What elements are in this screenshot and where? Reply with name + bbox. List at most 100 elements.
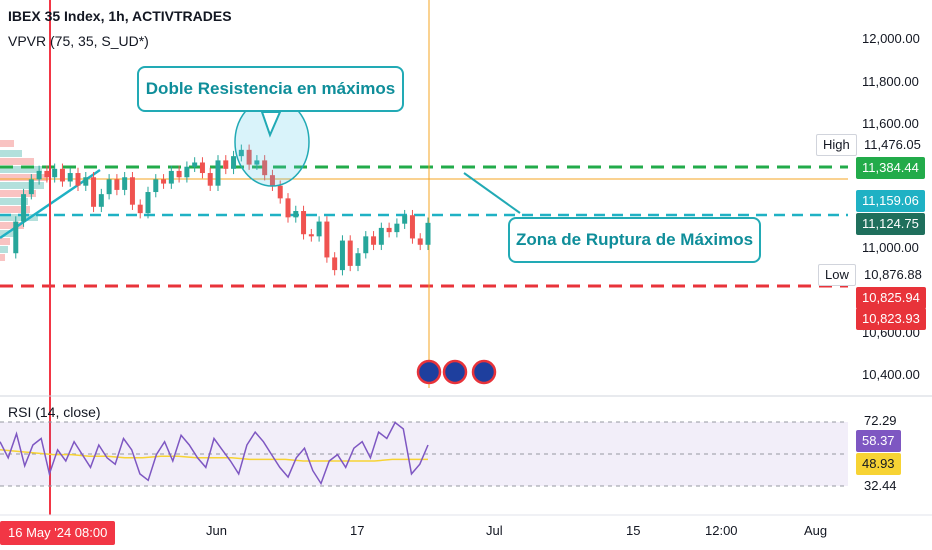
green-level-label: 11,384.44 (856, 157, 925, 179)
volume-profile-bar (0, 140, 14, 147)
current-price-label: 11,124.75 (856, 213, 925, 235)
rsi-value-label: 58.37 (856, 430, 901, 452)
time-label: 12:00 (705, 523, 738, 538)
candle-body[interactable] (184, 166, 190, 178)
candle-body[interactable] (106, 179, 112, 195)
double-resistance-pointer (260, 111, 282, 138)
candle-body[interactable] (153, 179, 159, 193)
blue-level-upper-label: 11,159.06 (856, 190, 925, 212)
candle-body[interactable] (207, 173, 213, 186)
candle-body[interactable] (293, 211, 299, 218)
candle-body[interactable] (262, 160, 268, 176)
candle-body[interactable] (114, 179, 120, 190)
volume-profile (0, 140, 48, 261)
candle-body[interactable] (98, 194, 104, 207)
volume-profile-bar (0, 254, 5, 261)
candle-body[interactable] (215, 160, 221, 186)
candle-body[interactable] (386, 227, 392, 233)
candle-body[interactable] (409, 215, 415, 239)
candle-body[interactable] (254, 160, 260, 165)
candle-body[interactable] (145, 192, 151, 214)
volume-profile-bar (0, 222, 24, 229)
price-tick: 11,000.00 (862, 240, 919, 255)
candle-body[interactable] (332, 257, 338, 271)
double-resistance-callout[interactable]: Doble Resistencia en máximos (137, 66, 404, 112)
candle-body[interactable] (75, 173, 81, 186)
candle-body[interactable] (83, 177, 89, 186)
volume-profile-bar (0, 166, 42, 173)
candle-body[interactable] (199, 162, 205, 174)
candle-body[interactable] (91, 177, 97, 207)
candle-body[interactable] (238, 149, 244, 157)
rsi-upper-tick: 72.29 (864, 413, 897, 428)
price-tick: 11,800.00 (862, 74, 919, 89)
candle-body[interactable] (59, 168, 65, 182)
candle-body[interactable] (402, 215, 408, 224)
eu-flag-icon[interactable] (442, 359, 468, 385)
candle-body[interactable] (36, 170, 42, 180)
time-cursor-label: 16 May '24 08:00 (0, 521, 116, 545)
candle-body[interactable] (67, 173, 73, 182)
candle-body[interactable] (355, 253, 361, 266)
red-level-label-2: 10,823.93 (856, 308, 926, 330)
eu-flag-icon[interactable] (416, 359, 442, 385)
eu-flag-icon[interactable] (471, 359, 497, 385)
candle-body[interactable] (301, 211, 307, 235)
candle-body[interactable] (246, 149, 252, 165)
candle-body[interactable] (316, 221, 322, 237)
candle-body[interactable] (347, 240, 353, 266)
candle-body[interactable] (425, 222, 431, 245)
candlestick-series[interactable] (13, 144, 431, 276)
volume-profile-bar (0, 190, 36, 197)
candle-body[interactable] (223, 160, 229, 169)
volume-profile-bar (0, 206, 30, 213)
economic-events[interactable] (416, 359, 497, 385)
candle-body[interactable] (161, 179, 167, 184)
time-label: Aug (804, 523, 828, 538)
rsi-line[interactable] (0, 421, 429, 486)
candle-body[interactable] (417, 238, 423, 245)
candle-body[interactable] (308, 234, 314, 237)
rsi-lower-tick: 32.44 (864, 478, 897, 493)
rsi-ma-line (0, 449, 428, 462)
breakout-zone-callout[interactable]: Zona de Ruptura de Máximos (508, 217, 761, 263)
volume-profile-bar (0, 150, 22, 157)
candle-body[interactable] (21, 194, 27, 222)
candle-body[interactable] (13, 221, 19, 254)
candle-body[interactable] (122, 177, 128, 190)
indicator-title[interactable]: VPVR (75, 35, S_UD*) (8, 33, 149, 49)
candle-body[interactable] (168, 170, 174, 184)
candle-body[interactable] (371, 236, 377, 245)
volume-profile-bar (0, 182, 44, 189)
candle-body[interactable] (176, 170, 182, 178)
candle-body[interactable] (394, 223, 400, 233)
candle-body[interactable] (231, 156, 237, 169)
time-label: 15 (626, 523, 641, 538)
candle-body[interactable] (269, 175, 275, 186)
candle-body[interactable] (378, 227, 384, 245)
candle-body[interactable] (28, 179, 34, 195)
candle-body[interactable] (363, 236, 369, 254)
candle-body[interactable] (137, 204, 143, 214)
price-tick: 12,000.00 (862, 31, 920, 46)
symbol-title[interactable]: IBEX 35 Index, 1h, ACTIVTRADES (8, 8, 232, 24)
candle-body[interactable] (129, 177, 135, 205)
candle-body[interactable] (285, 198, 291, 218)
candle-body[interactable] (52, 168, 58, 178)
breakout-pointer (463, 172, 521, 214)
low-value: 10,876.88 (864, 267, 922, 282)
candle-body[interactable] (44, 170, 50, 178)
rsi-ma-label: 48.93 (856, 453, 901, 475)
red-level-label: 10,825.94 (856, 287, 926, 309)
rsi-title[interactable]: RSI (14, close) (8, 404, 101, 420)
candle-body[interactable] (339, 240, 345, 271)
candle-body[interactable] (324, 221, 330, 258)
low-tag: Low (818, 264, 856, 286)
candle-body[interactable] (277, 185, 283, 199)
candle-body[interactable] (192, 162, 198, 167)
time-label: Jun (206, 523, 227, 538)
volume-profile-bar (0, 158, 34, 165)
volume-profile-bar (0, 238, 10, 245)
price-tick: 10,400.00 (862, 367, 920, 382)
